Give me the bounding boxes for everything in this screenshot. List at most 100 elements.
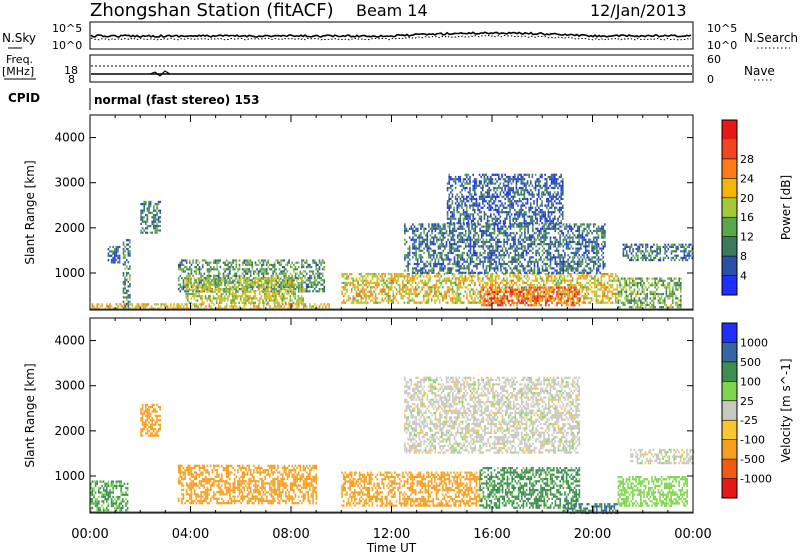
- echo-cell: [488, 251, 491, 255]
- echo-cell: [511, 238, 513, 241]
- echo-cell: [458, 234, 461, 237]
- echo-cell: [567, 262, 569, 266]
- echo-cell: [244, 290, 247, 293]
- echo-cell: [453, 297, 455, 300]
- echo-cell: [567, 265, 569, 268]
- echo-cell: [492, 258, 494, 261]
- echo-cell: [485, 222, 487, 225]
- echo-cell: [363, 301, 366, 304]
- freq-left-tick-top: 18: [64, 64, 78, 77]
- echo-cell: [217, 261, 220, 264]
- echo-cell: [211, 283, 214, 286]
- echo-cell: [460, 245, 462, 248]
- echo-cell: [509, 251, 512, 255]
- echo-cell: [559, 240, 561, 244]
- echo-cell: [257, 270, 260, 273]
- echo-cell: [554, 249, 557, 252]
- echo-cell: [461, 286, 463, 289]
- echo-cell: [397, 277, 399, 280]
- echo-cell: [482, 189, 484, 192]
- echo-cell: [541, 225, 544, 228]
- echo-cell: [490, 245, 493, 248]
- echo-cell: [549, 290, 551, 293]
- echo-cell: [350, 273, 353, 276]
- echo-cell: [474, 262, 477, 266]
- echo-cell: [222, 279, 224, 282]
- echo-cell: [227, 266, 230, 269]
- echo-cell: [430, 299, 433, 302]
- echo-cell: [440, 240, 443, 244]
- echo-cell: [498, 275, 500, 278]
- echo-cell: [578, 247, 581, 250]
- echo-cell: [487, 254, 489, 257]
- echo-cell: [182, 288, 185, 291]
- echo-cell: [477, 236, 480, 239]
- echo-cell: [376, 279, 379, 282]
- echo-cell: [464, 271, 467, 274]
- echo-cell: [362, 297, 364, 300]
- echo-cell: [115, 245, 118, 249]
- echo-cell: [245, 259, 247, 262]
- echo-cell: [492, 232, 494, 235]
- echo-cell: [140, 214, 142, 217]
- echo-cell: [344, 281, 347, 284]
- echo-cell: [467, 284, 470, 287]
- echo-cell: [363, 290, 366, 293]
- echo-cell: [485, 284, 487, 287]
- echo-cell: [462, 277, 465, 280]
- echo-cell: [459, 299, 462, 302]
- echo-cell: [278, 305, 281, 308]
- echo-cell: [301, 261, 303, 264]
- echo-cell: [261, 272, 263, 275]
- echo-cell: [469, 191, 471, 194]
- freq-right-tick-bottom: 0: [707, 73, 714, 86]
- echo-cell: [373, 301, 375, 304]
- echo-cell: [480, 288, 483, 291]
- echo-cell: [313, 283, 316, 286]
- echo-cell: [263, 292, 266, 296]
- echo-cell: [124, 307, 126, 310]
- echo-cell: [365, 295, 367, 298]
- echo-cell: [318, 290, 321, 293]
- echo-cell: [458, 245, 461, 248]
- echo-cell: [548, 245, 550, 248]
- echo-cell: [506, 286, 508, 289]
- echo-cell: [448, 260, 451, 263]
- echo-cell: [559, 234, 561, 237]
- echo-cell: [444, 223, 446, 226]
- echo-cell: [597, 267, 600, 270]
- echo-cell: [420, 245, 422, 248]
- echo-cell: [231, 290, 234, 293]
- echo-cell: [283, 305, 286, 308]
- echo-cell: [376, 281, 379, 284]
- echo-cell: [261, 266, 263, 269]
- echo-cell: [238, 301, 240, 304]
- echo-cell: [543, 225, 545, 228]
- echo-cell: [286, 290, 289, 293]
- echo-cell: [533, 265, 536, 268]
- echo-cell: [233, 286, 236, 289]
- echo-cell: [554, 256, 557, 259]
- echo-cell: [397, 284, 399, 287]
- echo-cell: [423, 240, 425, 244]
- echo-cell: [600, 232, 603, 235]
- echo-cell: [429, 262, 432, 266]
- echo-cell: [293, 270, 295, 273]
- echo-cell: [592, 277, 595, 280]
- echo-cell: [374, 275, 377, 278]
- echo-cell: [453, 217, 455, 220]
- echo-cell: [189, 274, 191, 277]
- echo-cell: [241, 261, 244, 264]
- echo-cell: [606, 301, 609, 304]
- echo-cell: [420, 267, 422, 270]
- echo-cell: [440, 243, 443, 246]
- echo-cell: [209, 288, 212, 291]
- echo-cell: [586, 223, 589, 226]
- echo-cell: [191, 288, 194, 291]
- echo-cell: [252, 286, 255, 289]
- echo-cell: [289, 295, 292, 298]
- echo-cell: [402, 273, 404, 276]
- echo-cell: [297, 297, 300, 300]
- echo-cell: [416, 258, 419, 261]
- echo-cell: [317, 272, 319, 275]
